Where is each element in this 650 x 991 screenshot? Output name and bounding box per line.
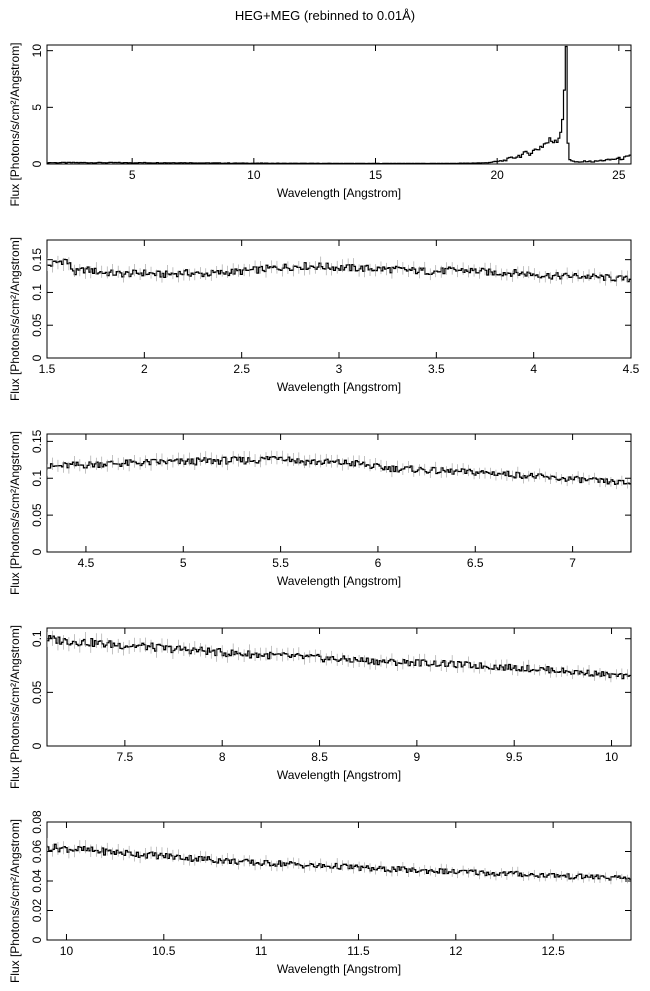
series-1-line — [47, 843, 631, 881]
y-tick-label: 0.1 — [30, 630, 44, 647]
panel-3: 4.5 5 5.5 6 6.5 7 0 0.05 0.1 0.15 Wavelength [Angs… — [8, 429, 632, 595]
x-tick-label: 2 — [141, 362, 148, 376]
y-tick-label: 0.15 — [30, 248, 44, 272]
x-tick-label: 10 — [247, 168, 261, 182]
y-tick-label: 0 — [30, 354, 44, 361]
x-tick-label: 3.5 — [428, 362, 445, 376]
y-tick-label: 5 — [30, 104, 44, 111]
y-tick-label: 10 — [30, 44, 44, 58]
x-tick-label: 4 — [530, 362, 537, 376]
panel-4: 7.5 8 8.5 9 9.5 10 0 0.05 0.1 Wavelength [Angstro… — [8, 625, 632, 789]
y-axis-label: Flux [Photons/s/cm²/Angstrom] — [8, 431, 22, 595]
y-tick-label: 0 — [30, 742, 44, 749]
y-tick-label: 0.04 — [30, 869, 44, 893]
x-tick-label: 4.5 — [78, 556, 95, 570]
x-tick-label: 11.5 — [347, 944, 370, 958]
figure-title: HEG+MEG (rebinned to 0.01Å) — [234, 8, 416, 23]
x-tick-label: 12 — [449, 944, 463, 958]
y-axis-label: Flux [Photons/s/cm²/Angstrom] — [8, 625, 22, 789]
x-tick-label: 10 — [60, 944, 74, 958]
plot-frame — [46, 627, 632, 747]
x-tick-label: 1.5 — [39, 362, 56, 376]
y-tick-label: 0 — [30, 160, 44, 167]
x-tick-label: 10 — [605, 750, 619, 764]
x-axis-label: Wavelength [Angstrom] — [277, 380, 401, 394]
x-tick-label: 6 — [375, 556, 382, 570]
y-tick-label: 0 — [30, 548, 44, 555]
x-tick-label: 5 — [129, 168, 136, 182]
y-tick-label: 0.15 — [30, 429, 44, 453]
x-tick-label: 6.5 — [467, 556, 484, 570]
y-axis-label: Flux [Photons/s/cm²/Angstrom] — [8, 42, 22, 206]
plot-frame — [46, 239, 632, 359]
y-tick-label: 0 — [30, 936, 44, 943]
x-tick-label: 8.5 — [311, 750, 328, 764]
y-tick-label: 0.05 — [30, 503, 44, 527]
y-tick-label: 0.05 — [30, 313, 44, 337]
panel-5: 10 10.5 11 11.5 12 12.5 0 0.02 0.04 0.06 0.08 Wavel… — [8, 810, 632, 983]
x-tick-label: 7 — [569, 556, 576, 570]
x-tick-label: 25 — [612, 168, 626, 182]
x-tick-label: 7.5 — [117, 750, 134, 764]
x-tick-label: 9.5 — [506, 750, 523, 764]
panel-1: 5 10 15 20 25 0 5 10 Wavelength [Angstrom] Flux [… — [8, 42, 632, 207]
x-tick-label: 9 — [414, 750, 421, 764]
x-tick-label: 5.5 — [272, 556, 289, 570]
x-tick-label: 20 — [490, 168, 504, 182]
x-tick-label: 11 — [255, 944, 268, 958]
x-tick-label: 3 — [336, 362, 343, 376]
y-tick-label: 0.05 — [30, 680, 44, 704]
y-tick-label: 0.1 — [30, 470, 44, 487]
y-tick-label: 0.06 — [30, 839, 44, 863]
y-axis-label: Flux [Photons/s/cm²/Angstrom] — [8, 819, 22, 983]
plot-frame — [46, 821, 632, 941]
x-axis-label: Wavelength [Angstrom] — [277, 768, 401, 782]
y-tick-label: 0.02 — [30, 898, 44, 922]
x-tick-label: 5 — [180, 556, 187, 570]
x-tick-label: 15 — [369, 168, 383, 182]
x-tick-label: 10.5 — [152, 944, 176, 958]
x-axis-label: Wavelength [Angstrom] — [277, 186, 401, 200]
x-tick-label: 8 — [219, 750, 226, 764]
x-tick-label: 4.5 — [623, 362, 640, 376]
x-tick-label: 12.5 — [541, 944, 565, 958]
y-tick-label: 0.1 — [30, 284, 44, 301]
plot-frame — [46, 433, 632, 553]
x-tick-label: 2.5 — [233, 362, 250, 376]
x-axis-label: Wavelength [Angstrom] — [277, 962, 401, 976]
series-1-line — [47, 45, 631, 164]
y-tick-label: 0.08 — [30, 810, 44, 834]
panel-2: 1.5 2 2.5 3 3.5 4 4.5 0 0.05 0.1 0.15 Wavelength [A… — [8, 237, 640, 401]
y-axis-label: Flux [Photons/s/cm²/Angstrom] — [8, 237, 22, 401]
x-axis-label: Wavelength [Angstrom] — [277, 574, 401, 588]
